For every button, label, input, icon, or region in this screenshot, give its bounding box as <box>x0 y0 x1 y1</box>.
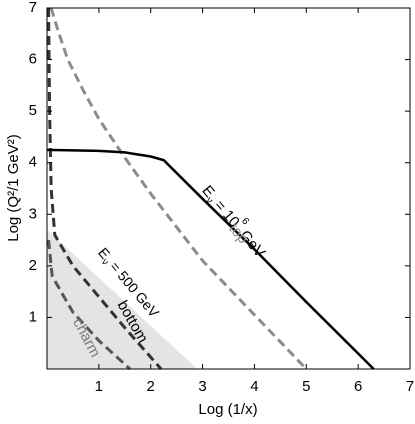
x-tick-label: 3 <box>198 378 206 395</box>
y-tick-label: 6 <box>29 51 37 68</box>
x-tick-label: 4 <box>250 378 258 395</box>
series-line <box>47 239 131 371</box>
annotation-part: ν <box>204 195 216 206</box>
y-axis-label: Log (Q²/1 GeV²) <box>5 134 22 242</box>
x-tick-label: 6 <box>354 378 362 395</box>
series-line <box>46 148 375 370</box>
x-tick-label: 7 <box>406 378 414 395</box>
annotation-part: 6 <box>239 216 251 228</box>
y-tick-label: 5 <box>29 102 37 119</box>
y-tick-label: 7 <box>29 0 37 16</box>
series-line <box>49 7 308 371</box>
annotation: Eν = 106 GeV <box>197 178 273 262</box>
series-line <box>47 7 163 370</box>
annotation-part: ν <box>99 257 111 268</box>
y-tick-label: 2 <box>29 257 37 274</box>
y-tick-label: 4 <box>29 154 37 171</box>
x-tick-label: 5 <box>302 378 310 395</box>
y-tick-label: 1 <box>29 308 37 325</box>
y-tick-label: 3 <box>29 205 37 222</box>
x-axis-label: Log (1/x) <box>198 401 257 418</box>
plot-frame <box>46 7 411 370</box>
x-tick-label: 1 <box>95 378 103 395</box>
x-tick-label: 2 <box>147 378 155 395</box>
shaded-region <box>47 229 198 369</box>
